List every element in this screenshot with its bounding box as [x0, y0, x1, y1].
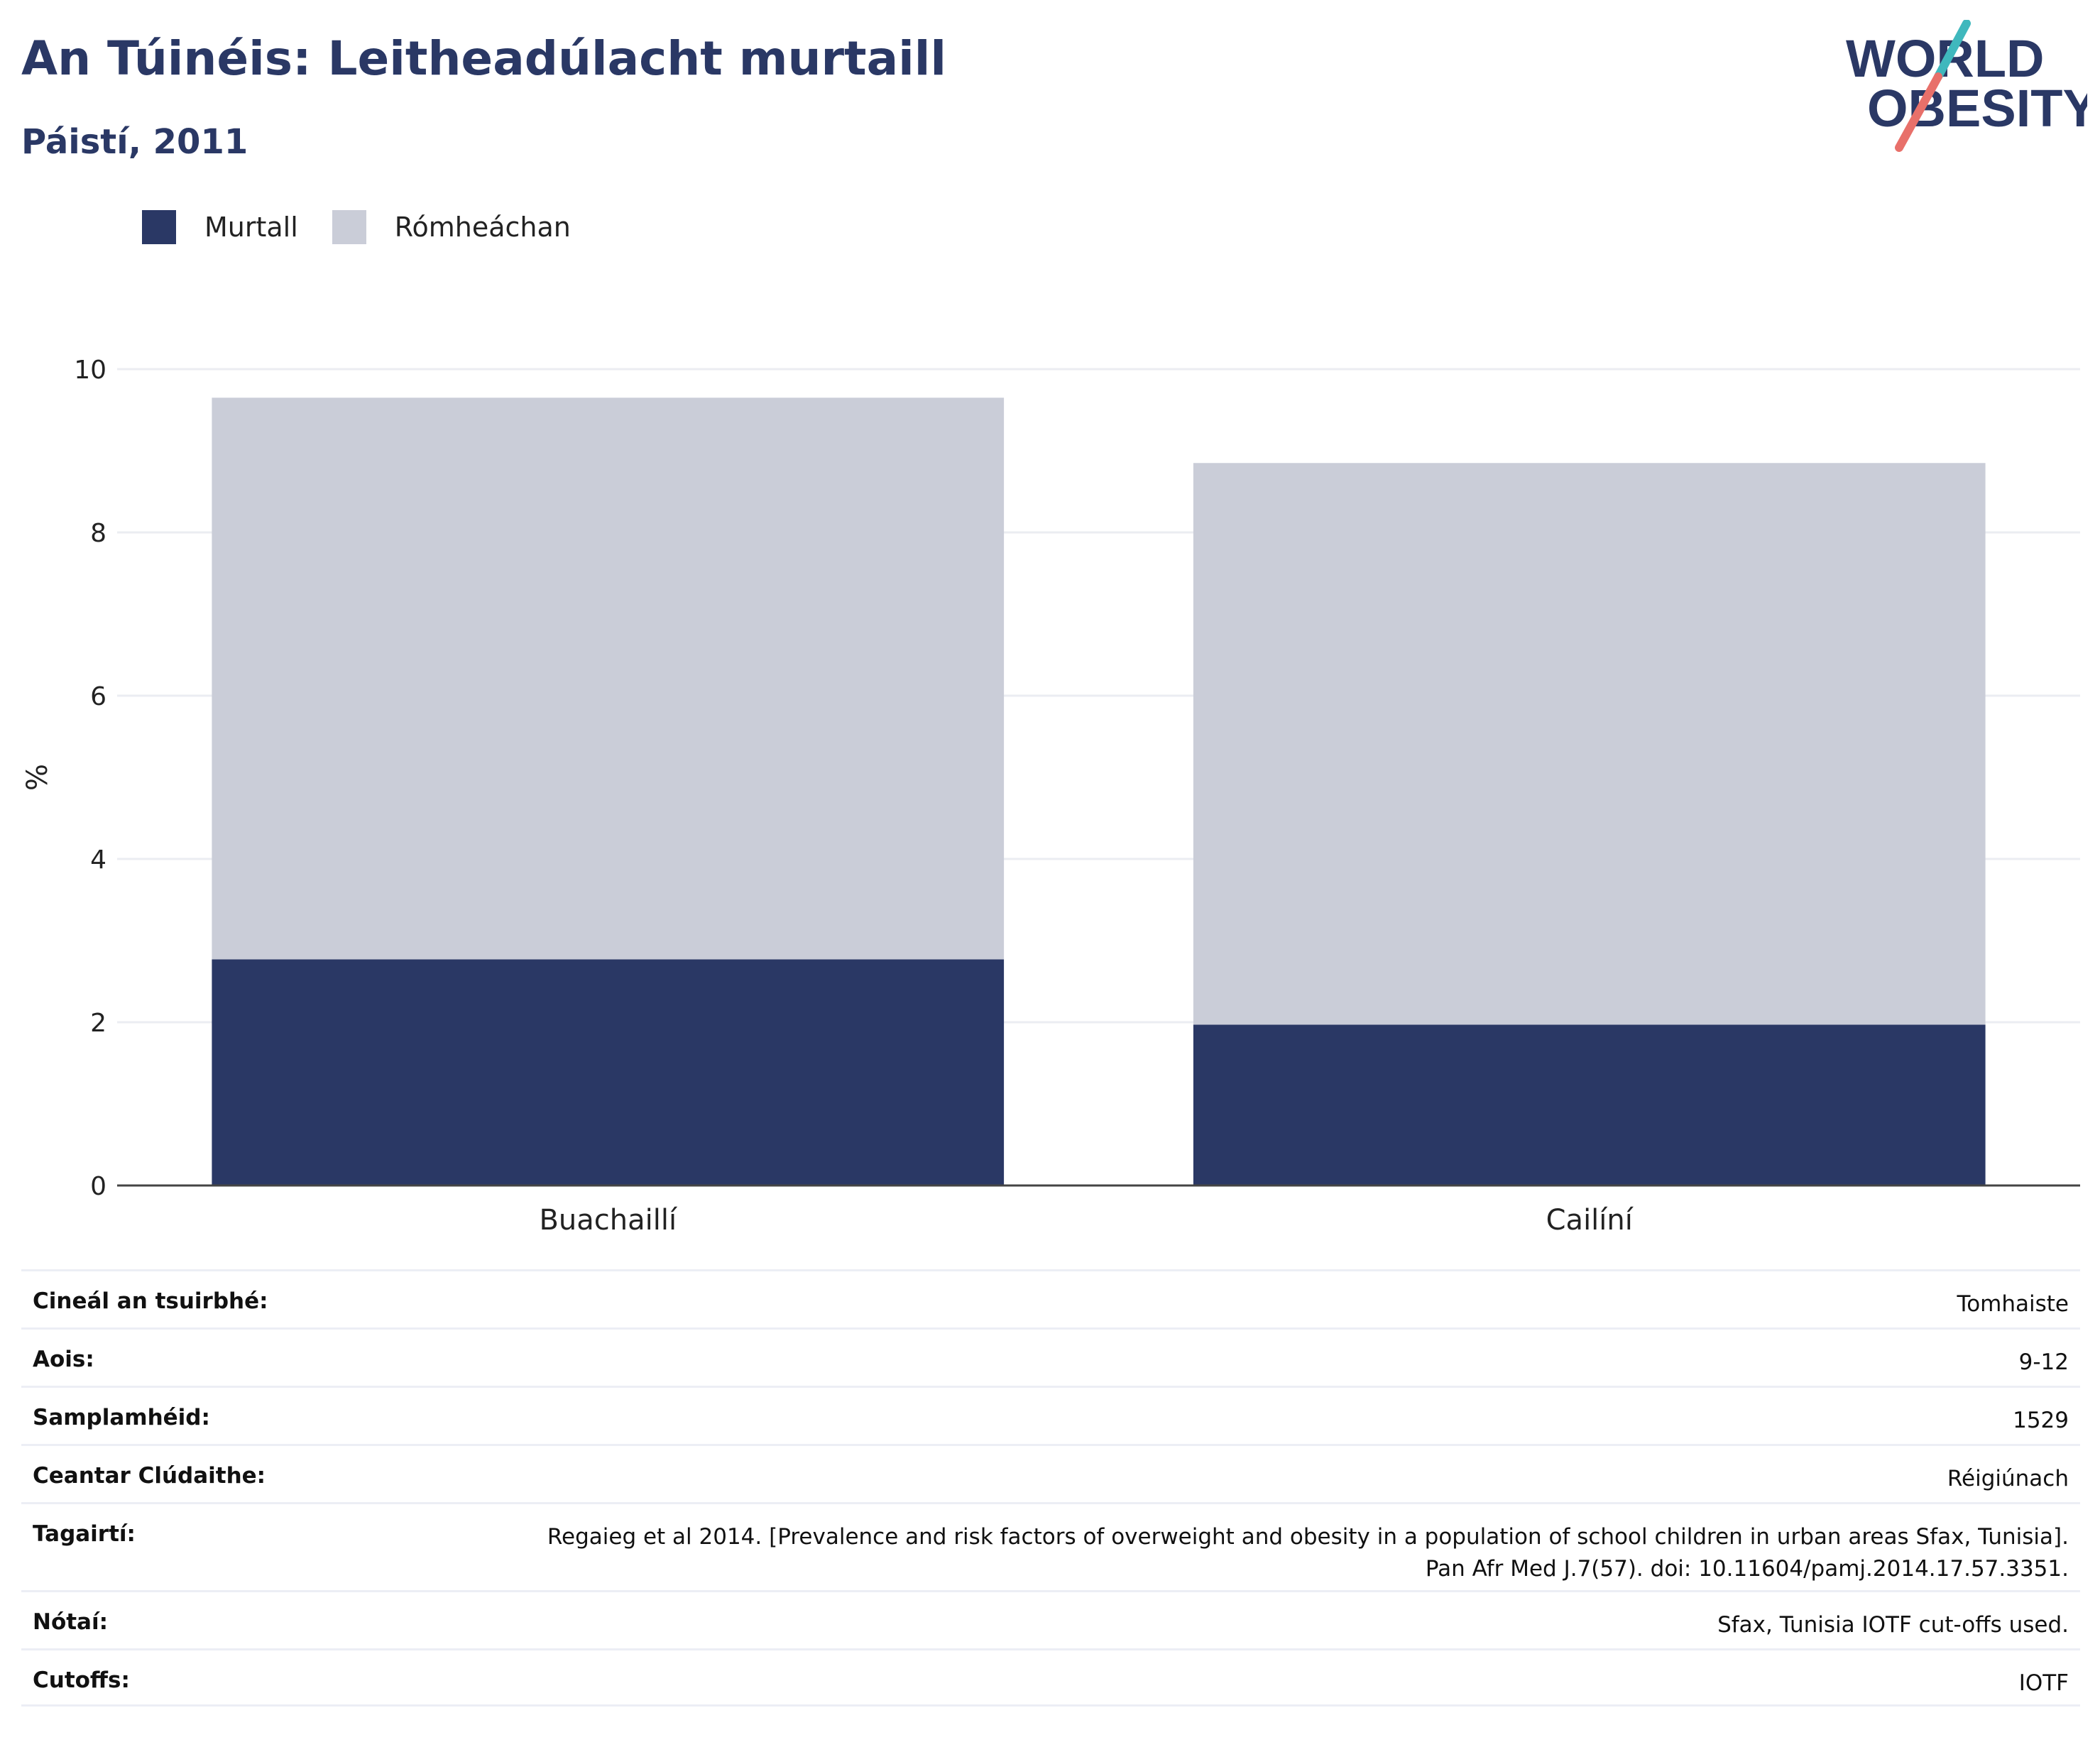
logo-slash-top [1934, 20, 1971, 81]
page-title: An Túinéis: Leitheadúlacht murtaill [21, 31, 947, 86]
legend-label-romheachan: Rómheáchan [394, 212, 571, 243]
info-row: Nótaí: Sfax, Tunisia IOTF cut-offs used. [21, 1590, 2080, 1648]
y-tick-label: 10 [74, 356, 106, 385]
info-row: Tagairtí: Regaieg et al 2014. [Prevalence… [21, 1502, 2080, 1590]
info-row: Cutoffs: IOTF [21, 1648, 2080, 1707]
y-tick-label: 8 [90, 519, 106, 548]
logo-line-2: OBESITY [1867, 79, 2087, 138]
info-row-label: Aois: [33, 1347, 94, 1372]
info-row-value: Tomhaiste [1957, 1291, 2069, 1317]
legend-swatch-murtall [142, 210, 176, 244]
survey-info-table: Cineál an tsuirbhé: Tomhaiste Aois: 9-12 Sam… [21, 1269, 2080, 1707]
x-tick-label: Cailíní [1546, 1204, 1634, 1237]
bar-murtall [212, 959, 1005, 1185]
bar-romheachan [1193, 463, 1986, 1025]
logo-slash-bottom [1895, 72, 1942, 152]
info-row-value: 9-12 [2018, 1349, 2069, 1375]
info-row-label: Samplamhéid: [33, 1405, 210, 1430]
chart-legend: Murtall Rómheáchan [142, 210, 605, 244]
y-tick-label: 0 [90, 1172, 106, 1201]
y-tick-label: 4 [90, 845, 106, 875]
bar-romheachan [212, 398, 1005, 960]
legend-item-murtall[interactable]: Murtall [142, 210, 298, 244]
info-row-label: Tagairtí: [33, 1521, 136, 1547]
info-row: Aois: 9-12 [21, 1327, 2080, 1386]
info-row-value: 1529 [2013, 1408, 2069, 1433]
info-row-value: Réigiúnach [1947, 1466, 2069, 1491]
info-row: Samplamhéid: 1529 [21, 1386, 2080, 1444]
info-row-label: Ceantar Clúdaithe: [33, 1463, 266, 1489]
legend-label-murtall: Murtall [204, 212, 298, 243]
info-row-label: Cineál an tsuirbhé: [33, 1288, 268, 1314]
bar-murtall [1193, 1024, 1986, 1185]
legend-item-romheachan[interactable]: Rómheáchan [332, 210, 571, 244]
info-row-value: Sfax, Tunisia IOTF cut-offs used. [1717, 1612, 2069, 1638]
info-row: Cineál an tsuirbhé: Tomhaiste [21, 1269, 2080, 1327]
world-obesity-logo: WORLD OBESITY [1846, 20, 2087, 152]
legend-swatch-romheachan [332, 210, 366, 244]
x-tick-label: Buachaillí [539, 1204, 678, 1237]
info-row-value: Regaieg et al 2014. [Prevalence and risk… [547, 1524, 2069, 1582]
info-row-value: IOTF [2018, 1670, 2069, 1696]
y-tick-label: 6 [90, 682, 106, 711]
stacked-bar-chart: 0 2 4 6 8 10% Buachaillí Cailíní [21, 356, 2080, 1237]
info-row-label: Cutoffs: [33, 1667, 130, 1693]
info-row-label: Nótaí: [33, 1609, 109, 1635]
y-axis-label: % [21, 764, 54, 791]
info-row: Ceantar Clúdaithe: Réigiúnach [21, 1444, 2080, 1502]
y-tick-label: 2 [90, 1009, 106, 1038]
page-subtitle: Páistí, 2011 [21, 122, 248, 162]
